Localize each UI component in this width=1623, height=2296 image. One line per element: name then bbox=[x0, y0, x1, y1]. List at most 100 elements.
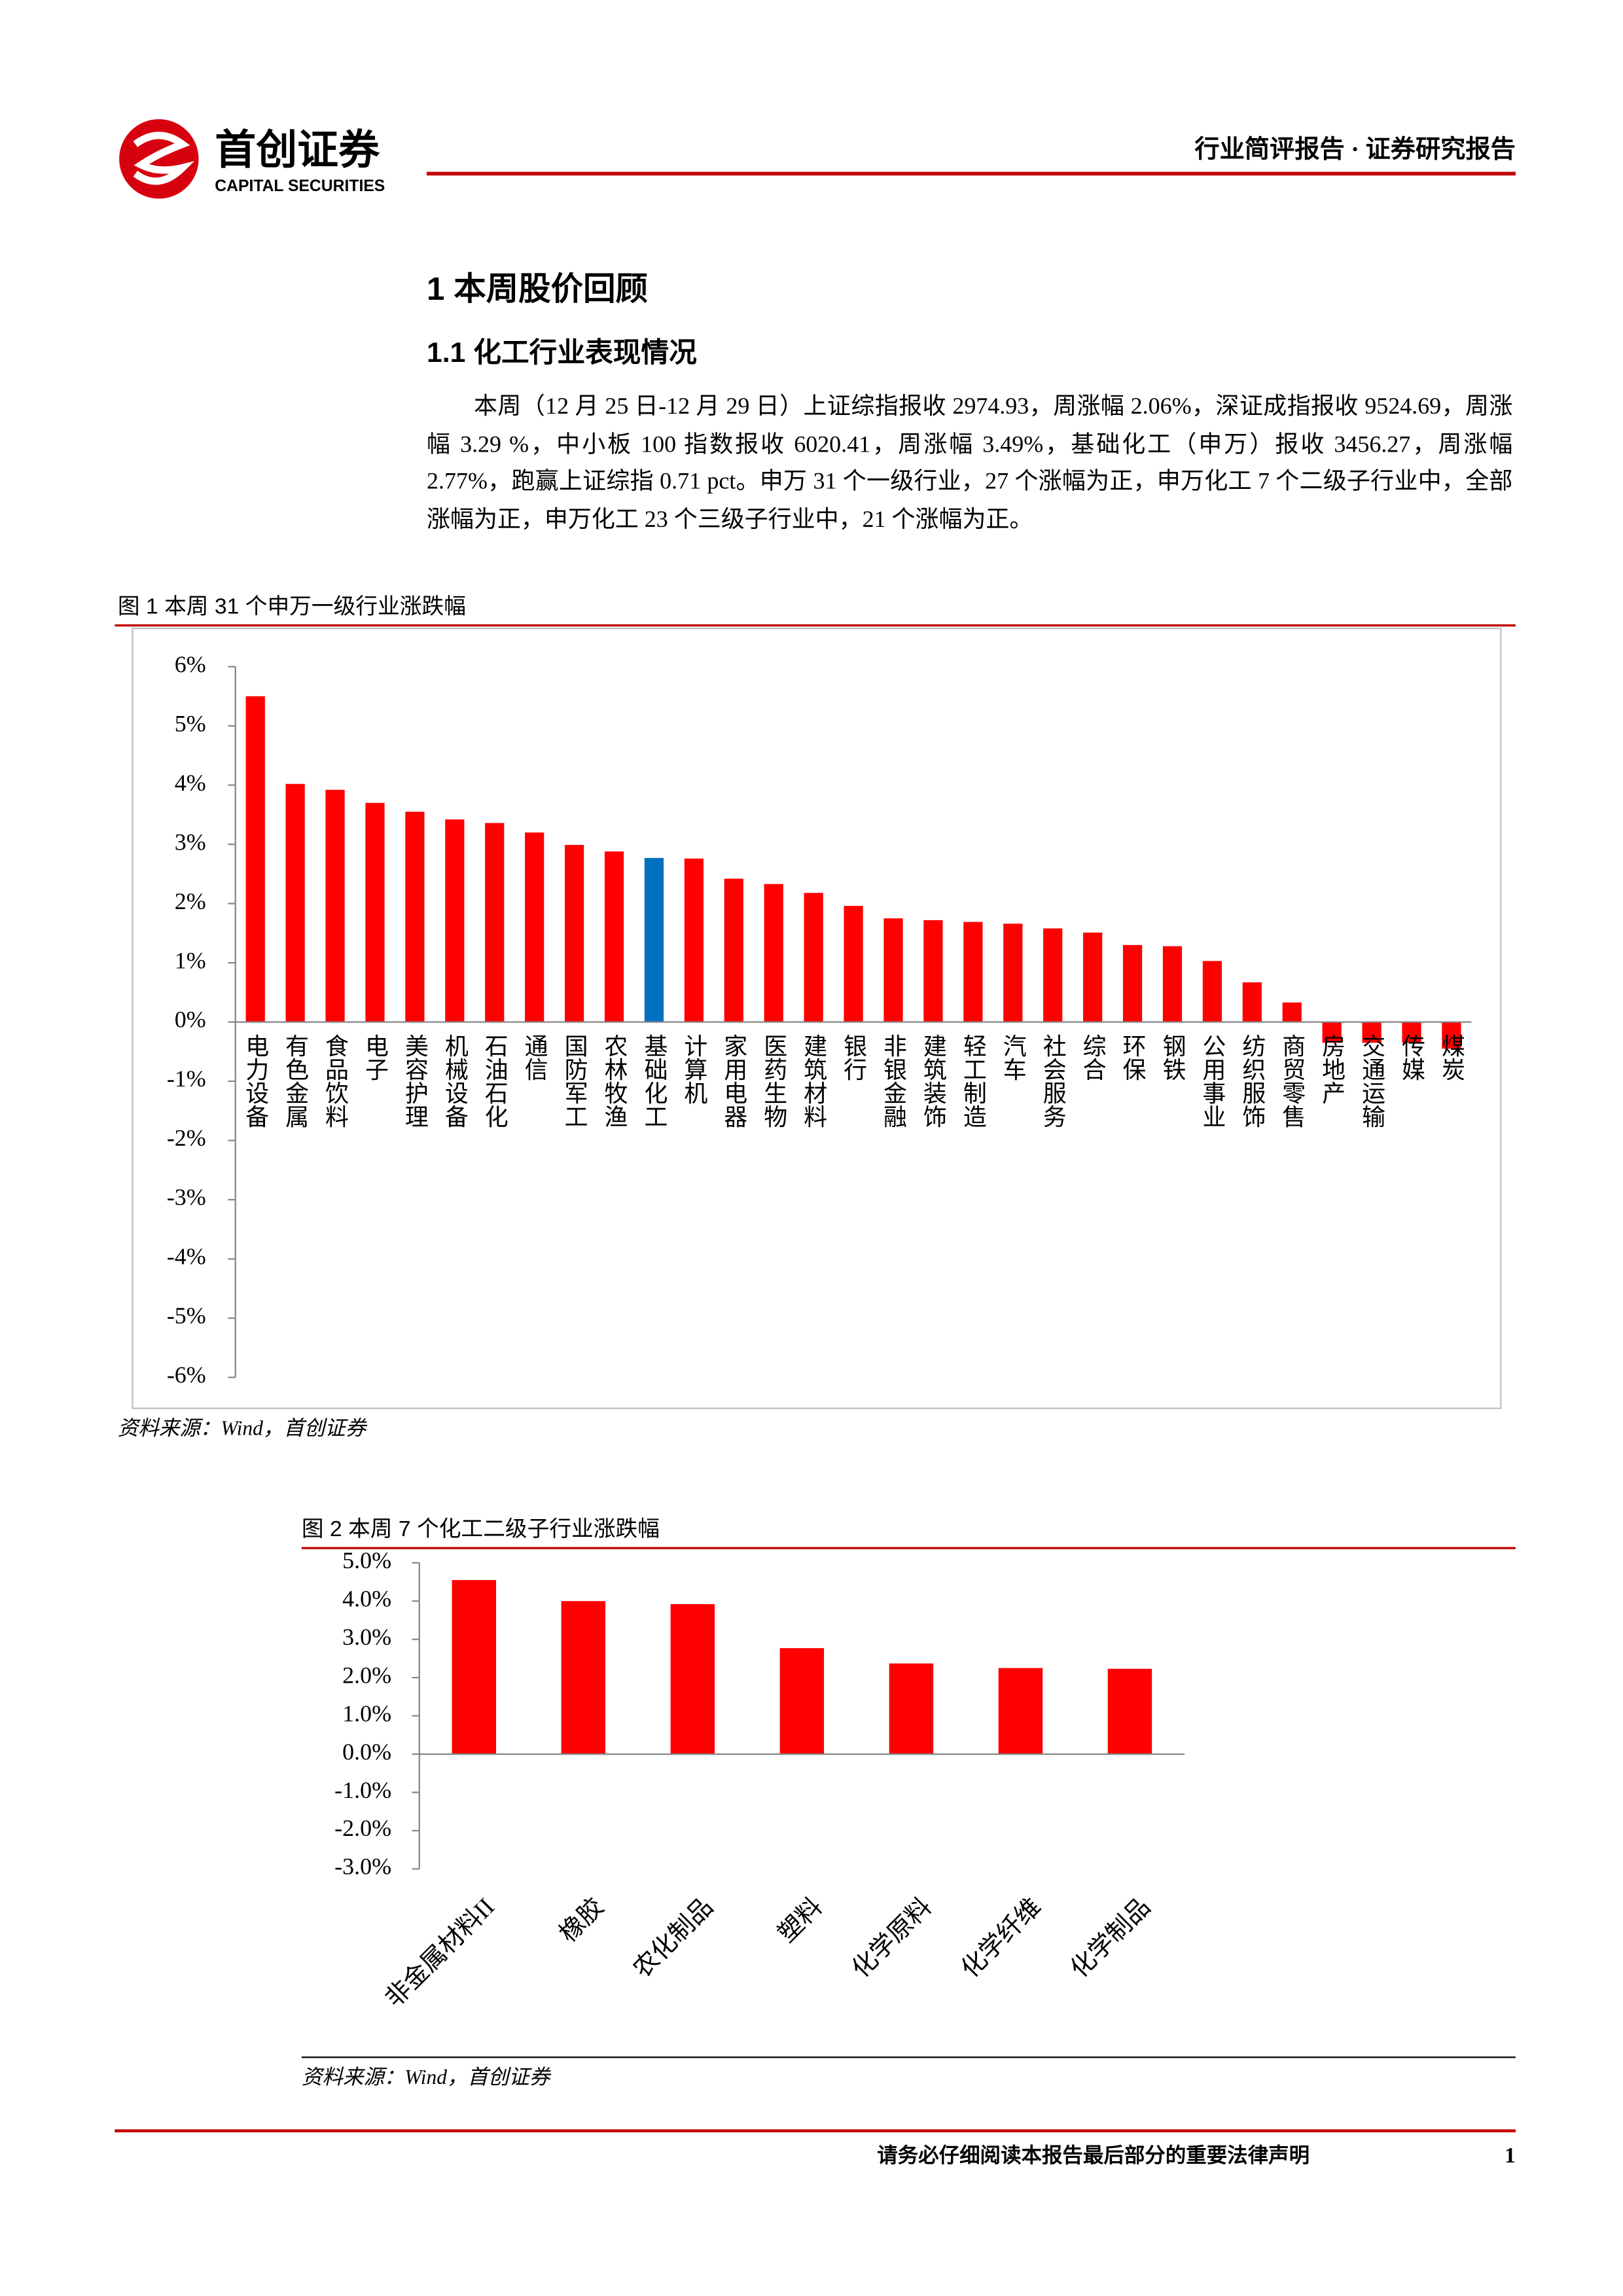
x-tick-label: 国防军工 bbox=[562, 1034, 588, 1128]
y-tick-label: 4% bbox=[175, 770, 206, 796]
x-tick-label: 通信 bbox=[522, 1034, 548, 1081]
y-tick-label: 5% bbox=[175, 710, 206, 736]
bar bbox=[684, 858, 704, 1022]
bar bbox=[564, 844, 584, 1022]
logo-mark bbox=[119, 119, 199, 199]
y-tick-label: 2.0% bbox=[342, 1662, 391, 1688]
x-tick-label: 电力设备 bbox=[242, 1034, 268, 1128]
y-tick-label: -3.0% bbox=[334, 1854, 391, 1880]
y-tick-label: 3% bbox=[175, 829, 206, 855]
chart-source: 资料来源：Wind，首创证券 bbox=[118, 1417, 368, 1440]
x-tick-label: 计算机 bbox=[681, 1034, 707, 1105]
x-tick-label: 化学纤维 bbox=[955, 1893, 1046, 1984]
x-tick-label: 食品饮料 bbox=[322, 1033, 349, 1128]
x-tick-label: 农化制品 bbox=[628, 1893, 719, 1983]
bar bbox=[1202, 961, 1222, 1022]
x-tick-label: 钢铁 bbox=[1159, 1034, 1185, 1081]
bar bbox=[1083, 932, 1103, 1022]
y-tick-label: 0.0% bbox=[342, 1738, 391, 1765]
bar bbox=[325, 789, 345, 1022]
chart-title: 图 1 本周 31 个申万一级行业涨跌幅 bbox=[118, 594, 466, 619]
chart-frame bbox=[132, 627, 1502, 1409]
x-tick-label: 公用事业 bbox=[1199, 1034, 1225, 1128]
x-tick-label: 家用电器 bbox=[721, 1033, 747, 1128]
x-tick-label: 建筑材料 bbox=[800, 1033, 827, 1128]
bar bbox=[561, 1601, 606, 1755]
x-tick-label: 电子 bbox=[362, 1034, 388, 1081]
bar bbox=[604, 851, 624, 1022]
bar bbox=[1003, 924, 1023, 1022]
x-tick-label: 基础化工 bbox=[641, 1034, 667, 1128]
x-tick-label: 美容护理 bbox=[402, 1033, 428, 1128]
x-tick-label: 医药生物 bbox=[760, 1034, 787, 1128]
bar bbox=[644, 857, 664, 1022]
x-tick-label: 机械设备 bbox=[442, 1033, 468, 1128]
x-tick-label: 传媒 bbox=[1399, 1034, 1425, 1081]
y-tick-label: -1.0% bbox=[334, 1777, 391, 1803]
x-tick-label: 综合 bbox=[1080, 1033, 1106, 1081]
bar bbox=[670, 1604, 715, 1755]
x-tick-label: 环保 bbox=[1120, 1034, 1147, 1081]
bar bbox=[445, 819, 465, 1022]
x-tick-label: 非金属材料II bbox=[380, 1893, 500, 2013]
y-tick-label: -2% bbox=[167, 1125, 206, 1151]
report-type: 行业简评报告 · 证券研究报告 bbox=[1194, 135, 1515, 163]
bar bbox=[1122, 944, 1143, 1022]
bar bbox=[285, 783, 305, 1022]
bar bbox=[365, 802, 385, 1022]
x-tick-label: 交通运输 bbox=[1359, 1033, 1385, 1128]
x-tick-label: 银行 bbox=[840, 1034, 867, 1081]
x-tick-label: 橡胶 bbox=[554, 1893, 609, 1948]
bar bbox=[764, 884, 783, 1022]
y-tick-label: 5.0% bbox=[342, 1547, 391, 1573]
bar bbox=[485, 823, 505, 1022]
y-tick-label: 3.0% bbox=[342, 1624, 391, 1650]
y-tick-label: 1% bbox=[175, 947, 206, 973]
x-tick-label: 煤炭 bbox=[1438, 1034, 1465, 1081]
x-tick-label: 轻工制造 bbox=[960, 1034, 986, 1128]
bar bbox=[1322, 1022, 1342, 1043]
y-tick-label: 0% bbox=[175, 1007, 206, 1033]
x-tick-label: 房地产 bbox=[1319, 1033, 1345, 1104]
x-tick-label: 石油石化 bbox=[482, 1034, 508, 1128]
section-heading: 1 本周股价回顾 bbox=[427, 271, 648, 307]
x-tick-label: 汽车 bbox=[1000, 1034, 1026, 1081]
bar bbox=[245, 696, 265, 1022]
y-tick-label: -5% bbox=[167, 1302, 206, 1329]
chart-title: 图 2 本周 7 个化工二级子行业涨跌幅 bbox=[302, 1516, 660, 1541]
logo-cn: 首创证券 bbox=[215, 127, 380, 173]
bar bbox=[804, 893, 823, 1022]
y-tick-label: -3% bbox=[167, 1184, 206, 1210]
bar bbox=[1402, 1022, 1421, 1043]
x-tick-label: 非银金融 bbox=[880, 1034, 906, 1128]
y-tick-label: -1% bbox=[167, 1066, 206, 1092]
y-tick-label: 1.0% bbox=[342, 1700, 391, 1727]
bar bbox=[1282, 1002, 1302, 1022]
bar bbox=[1242, 982, 1262, 1022]
y-tick-label: 4.0% bbox=[342, 1586, 391, 1612]
y-tick-label: 2% bbox=[175, 888, 206, 914]
x-tick-label: 纺织服饰 bbox=[1239, 1034, 1265, 1128]
page-number: 1 bbox=[1505, 2144, 1516, 2168]
y-tick-label: -4% bbox=[167, 1244, 206, 1270]
bar bbox=[1442, 1022, 1461, 1049]
footer-notice: 请务必仔细阅读本报告最后部分的重要法律声明 bbox=[877, 2144, 1310, 2166]
x-tick-label: 建筑装饰 bbox=[920, 1033, 946, 1128]
y-tick-label: 6% bbox=[175, 651, 206, 677]
x-tick-label: 化学制品 bbox=[1065, 1893, 1156, 1984]
bar bbox=[844, 906, 863, 1022]
x-tick-label: 有色金属 bbox=[282, 1034, 308, 1128]
logo bbox=[119, 119, 199, 199]
chart-source: 资料来源：Wind，首创证券 bbox=[302, 2066, 552, 2089]
bar bbox=[1362, 1022, 1382, 1043]
bar bbox=[405, 812, 425, 1022]
bar bbox=[1107, 1668, 1152, 1755]
x-tick-label: 农林牧渔 bbox=[601, 1033, 628, 1128]
y-tick-label: -2.0% bbox=[334, 1815, 391, 1841]
bar bbox=[963, 922, 983, 1022]
bar bbox=[883, 918, 903, 1022]
paragraph: 本周（12 月 25 日-12 月 29 日）上证综指报收 2974.93，周涨… bbox=[427, 394, 1513, 532]
x-tick-label: 商贸零售 bbox=[1279, 1033, 1305, 1128]
logo-s bbox=[133, 132, 195, 185]
bar bbox=[525, 832, 544, 1022]
